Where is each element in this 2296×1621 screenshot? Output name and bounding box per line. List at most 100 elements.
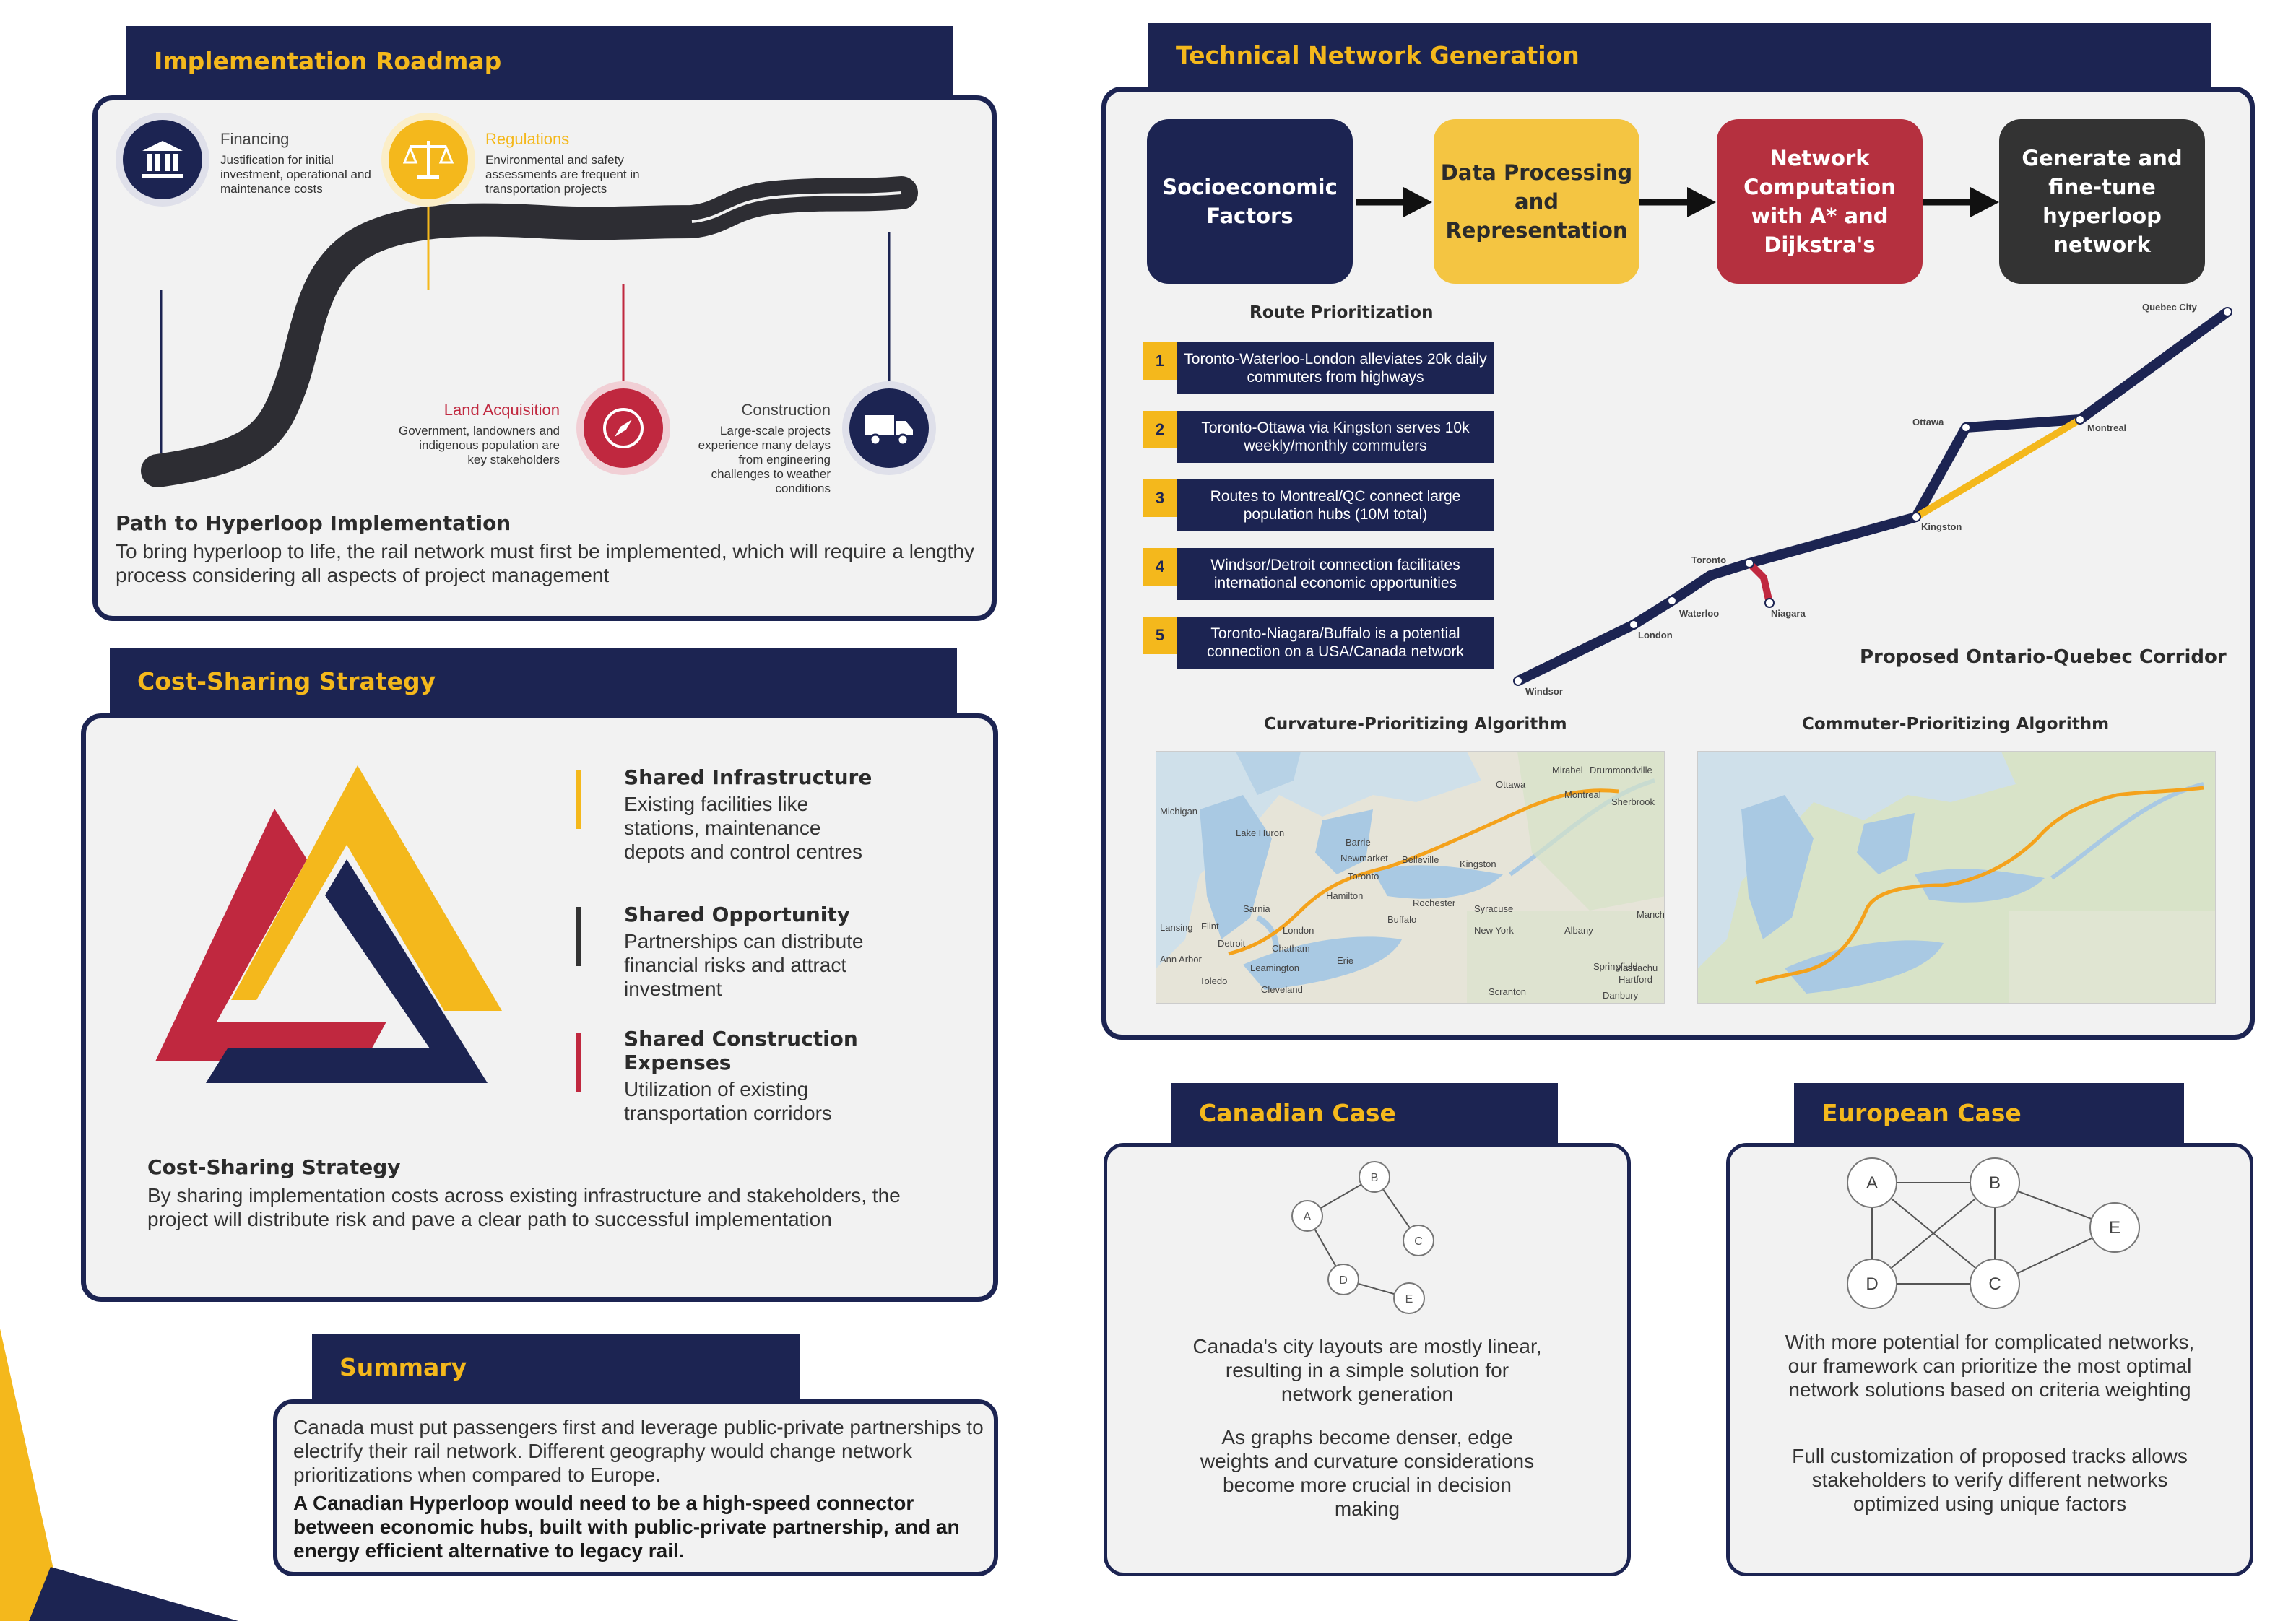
map-label: Buffalo [1387, 914, 1417, 925]
scales-icon [403, 141, 454, 179]
map-label: Springfield [1593, 961, 1638, 972]
item-bar [576, 907, 581, 966]
city-label: Waterloo [1679, 608, 1720, 619]
shared-construction-item: Shared Construction Expenses Utilization… [576, 1027, 894, 1125]
route-number: 3 [1143, 479, 1177, 517]
city-label: London [1638, 630, 1673, 640]
financing-label: Financing Justification for initial inve… [220, 130, 371, 196]
map-label: Erie [1337, 955, 1354, 966]
truck-icon [865, 415, 913, 446]
map-label: Flint [1201, 921, 1219, 931]
city-label: Windsor [1525, 686, 1563, 697]
shared-infrastructure-item: Shared Infrastructure Existing facilitie… [576, 765, 880, 864]
route-item: Routes to Montreal/QC connect large popu… [1177, 479, 1494, 531]
canadian-graph: A B C D E [1291, 1161, 1434, 1314]
map-label: Manch [1637, 909, 1665, 920]
map-label: Danbury [1603, 990, 1639, 1001]
step-network-computation: Network Computation with A* and Dijkstra… [1717, 119, 1923, 284]
graph-node: A [1866, 1173, 1878, 1193]
map-label: Ottawa [1496, 779, 1526, 790]
graph-node: B [1371, 1172, 1379, 1184]
map-label: Sherbrook [1611, 796, 1655, 807]
map-label: Cleveland [1261, 984, 1303, 995]
roadmap-heading: Path to Hyperloop Implementation [116, 511, 511, 535]
city-label: Montreal [2087, 422, 2127, 433]
roadmap-tab: Implementation Roadmap [126, 26, 953, 95]
financing-circle [116, 113, 209, 207]
map-label: London [1283, 925, 1314, 936]
arrow-icon [1639, 187, 1716, 217]
city-label: Ottawa [1912, 417, 1944, 427]
regulations-circle [381, 113, 475, 207]
roadmap-text: To bring hyperloop to life, the rail net… [116, 540, 975, 586]
map-label: Lake Huron [1236, 827, 1285, 838]
graph-node: C [1414, 1235, 1423, 1248]
bank-icon [142, 141, 183, 178]
graph-node: B [1989, 1173, 2001, 1193]
summary-text: Canada must put passengers first and lev… [293, 1416, 984, 1486]
cost-sharing-text: By sharing implementation costs across e… [147, 1184, 901, 1230]
graph-node: C [1988, 1274, 2001, 1294]
city-label: Quebec City [2142, 302, 2197, 313]
technical-title: Technical Network Generation [1176, 40, 1580, 69]
city-label: Kingston [1921, 521, 1962, 532]
route-item: Toronto-Niagara/Buffalo is a potential c… [1177, 617, 1494, 669]
graph-node: A [1304, 1211, 1312, 1223]
canadian-case-panel [1104, 1143, 1631, 1576]
map-label: Massachu [1615, 962, 1658, 973]
step-socioeconomic: Socioeconomic Factors [1147, 119, 1353, 284]
route-item: Toronto-Waterloo-London alleviates 20k d… [1177, 342, 1494, 394]
cost-sharing-description: Cost-Sharing Strategy By sharing impleme… [147, 1155, 942, 1231]
map-label: Scranton [1489, 986, 1527, 997]
european-case-text1: With more potential for complicated netw… [1785, 1331, 2195, 1401]
summary-bold-text: A Canadian Hyperloop would need to be a … [293, 1492, 960, 1562]
technical-tab: Technical Network Generation [1148, 23, 2211, 87]
european-case-tab: European Case [1794, 1083, 2184, 1143]
map-label: Sarnia [1243, 903, 1270, 914]
summary-title: Summary [339, 1352, 467, 1381]
summary-panel [273, 1399, 998, 1576]
item-bar [576, 770, 581, 829]
graph-node: D [1339, 1274, 1348, 1287]
map-label: Ann Arbor [1160, 954, 1202, 965]
route-item: Toronto-Ottawa via Kingston serves 10k w… [1177, 411, 1494, 463]
construction-label: Construction Large-scale projects experi… [698, 401, 831, 495]
map-label: Detroit [1218, 938, 1246, 949]
step-generate: Generate and fine-tune hyperloop network [1999, 119, 2205, 284]
construction-circle [842, 381, 936, 475]
map-label: Toronto [1348, 871, 1379, 882]
route-number: 5 [1143, 617, 1177, 654]
land-acquisition-label: Land Acquisition Government, landowners … [398, 401, 560, 466]
map-label: Mirabel [1552, 765, 1583, 775]
item-bar [576, 1033, 581, 1092]
cost-sharing-title: Cost-Sharing Strategy [137, 666, 436, 695]
graph-node: E [1405, 1293, 1413, 1305]
roadmap-title: Implementation Roadmap [154, 46, 502, 75]
cost-sharing-heading: Cost-Sharing Strategy [147, 1155, 401, 1179]
shared-opportunity-item: Shared Opportunity Partnerships can dist… [576, 903, 909, 1001]
european-case-panel [1726, 1143, 2253, 1576]
map-label: Michigan [1160, 806, 1198, 817]
map-label: Toledo [1200, 975, 1228, 986]
map-label: New York [1474, 925, 1514, 936]
graph-node: D [1866, 1274, 1878, 1294]
corridor-title: Proposed Ontario-Quebec Corridor [1860, 646, 2227, 668]
map-label: Newmarket [1340, 853, 1388, 864]
european-case-title: European Case [1821, 1099, 2022, 1127]
curvature-map: Ottawa Mirabel Drummondville Montreal Sh… [1156, 751, 1665, 1004]
step-arrows [1356, 187, 1999, 217]
cost-sharing-tab: Cost-Sharing Strategy [110, 648, 957, 713]
roadmap-description: Path to Hyperloop Implementation To brin… [116, 511, 989, 587]
route-item: Windsor/Detroit connection facilitates i… [1177, 548, 1494, 600]
commuter-map [1697, 751, 2216, 1004]
route-prioritization-title: Route Prioritization [1249, 303, 1434, 322]
map-label: Kingston [1460, 859, 1496, 869]
summary-content: Canada must put passengers first and lev… [293, 1415, 987, 1563]
cost-sharing-panel [81, 713, 998, 1302]
city-label: Niagara [1771, 608, 1806, 619]
canadian-case-title: Canadian Case [1199, 1099, 1396, 1127]
city-label: Toronto [1691, 555, 1727, 565]
compass-icon [603, 408, 644, 448]
map-label: Chatham [1272, 943, 1310, 954]
corner-decoration [0, 1329, 238, 1621]
